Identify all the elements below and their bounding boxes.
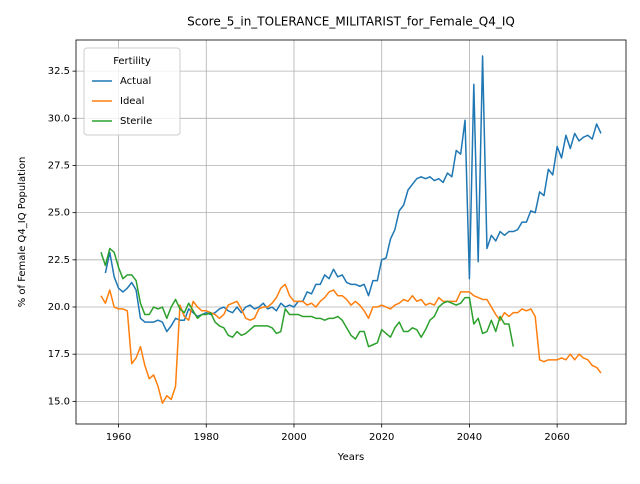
y-tick-label: 17.5: [48, 349, 70, 360]
y-tick-label: 32.5: [48, 66, 70, 77]
y-tick-label: 30.0: [48, 113, 70, 124]
series-line: [100, 283, 602, 404]
legend-label: Sterile: [120, 116, 152, 127]
chart-title: Score_5_in_TOLERANCE_MILITARIST_for_Fema…: [187, 15, 515, 29]
y-tick-label: 25.0: [48, 208, 70, 219]
y-tick-label: 20.0: [48, 302, 70, 313]
x-tick-label: 1960: [106, 432, 131, 443]
y-axis-label: % of Female Q4_IQ Population: [17, 157, 28, 308]
legend-label: Ideal: [120, 96, 144, 107]
x-tick-label: 2020: [369, 432, 394, 443]
series-line: [100, 247, 515, 348]
x-tick-label: 1980: [194, 432, 219, 443]
legend-title: Fertility: [113, 56, 151, 67]
x-tick-label: 2060: [544, 432, 569, 443]
plot-frame: [75, 39, 627, 425]
x-tick-label: 2000: [281, 432, 306, 443]
legend: Fertility Actual Ideal Sterile: [83, 47, 181, 136]
y-tick-label: 15.0: [48, 396, 70, 407]
y-tick-label: 22.5: [48, 255, 70, 266]
x-axis-label: Years: [337, 452, 364, 463]
y-tick-label: 27.5: [48, 160, 70, 171]
legend-box: [83, 47, 181, 136]
series-line: [104, 55, 602, 333]
legend-label: Actual: [120, 76, 151, 87]
x-tick-label: 2040: [457, 432, 482, 443]
